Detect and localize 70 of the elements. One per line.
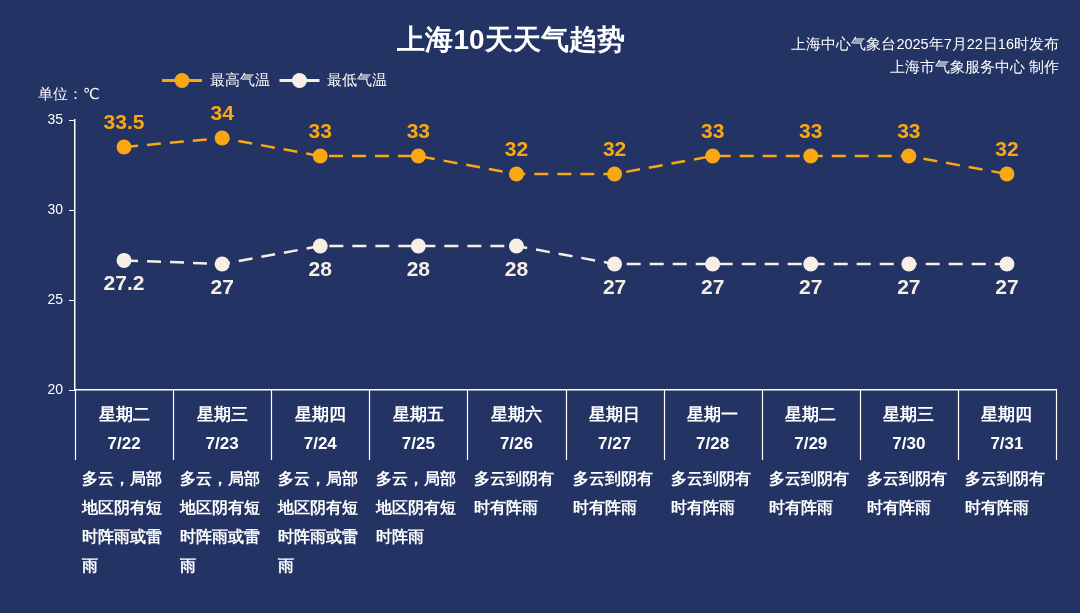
data-label: 27 (799, 274, 823, 298)
data-label: 32 (995, 136, 1019, 160)
point (214, 256, 230, 272)
y-tick-label: 35 (47, 110, 64, 127)
data-label: 28 (504, 256, 529, 280)
text: 多云到阴有时有阵雨 (866, 469, 948, 518)
x-tick-label: 星期二 7/29 (784, 404, 837, 454)
data-label: 27.2 (103, 271, 145, 295)
x-tick-label: 星期日 7/27 (588, 404, 641, 454)
data-label: 34 (210, 100, 235, 124)
data-label: 27 (995, 274, 1019, 298)
text: 多云，局部地区阴有短时阵雨或雷雨 (82, 469, 163, 576)
point (607, 256, 623, 272)
text: 多云到阴有时有阵雨 (964, 469, 1046, 518)
data-label: 28 (406, 256, 431, 280)
x-tick-label: 星期三 7/23 (195, 404, 248, 454)
data-label: 33 (799, 118, 823, 142)
data-label: 33 (897, 118, 921, 142)
point (508, 238, 524, 254)
text: 多云，局部地区阴有短时阵雨或雷雨 (278, 469, 360, 576)
text: 多云到阴有时有阵雨 (670, 469, 752, 518)
legend-label: 最高气温 (209, 70, 270, 88)
point (803, 148, 819, 164)
text: 上海中心气象台2025年7月22日16时发布 (791, 35, 1059, 54)
text: 多云到阴有时有阵雨 (768, 469, 850, 518)
legend-label: 最低气温 (327, 70, 387, 88)
data-label: 27 (897, 274, 921, 298)
point (508, 166, 524, 182)
point (705, 148, 721, 164)
data-label: 33.5 (103, 109, 145, 133)
text: 多云，局部地区阴有短时阵雨 (376, 469, 458, 547)
x-tick-label: 星期四 7/31 (980, 404, 1033, 454)
point (312, 238, 328, 254)
point (901, 256, 917, 272)
chart-title: 上海10天天气趋势 (397, 24, 625, 55)
data-label: 33 (700, 118, 725, 142)
data-label: 28 (308, 256, 333, 280)
data-label: 27 (602, 274, 627, 298)
y-axis-title: 单位：℃ (38, 84, 100, 104)
point (116, 252, 132, 268)
x-tick-label: 星期二 7/22 (97, 404, 150, 454)
point (116, 139, 132, 155)
point (999, 166, 1015, 182)
y-tick-label: 20 (47, 380, 64, 397)
point (705, 256, 721, 272)
point (901, 148, 917, 164)
y-tick-label: 25 (47, 290, 64, 307)
point (803, 256, 819, 272)
data-label: 27 (210, 274, 234, 298)
text: 上海市气象服务中心 制作 (888, 58, 1059, 77)
data-label: 33 (308, 118, 332, 142)
x-tick-label: 星期五 7/25 (391, 404, 444, 454)
point (999, 256, 1015, 272)
x-tick-label: 星期三 7/30 (882, 404, 935, 454)
text: 多云到阴有时有阵雨 (572, 469, 654, 518)
data-label: 32 (602, 136, 627, 160)
point (410, 148, 426, 164)
point (410, 238, 426, 254)
data-label: 33 (406, 118, 431, 142)
text: 多云到阴有时有阵雨 (474, 469, 556, 518)
y-tick-label: 30 (47, 200, 64, 217)
data-label: 32 (504, 136, 529, 160)
data-label: 27 (700, 274, 725, 298)
x-tick-label: 星期一 7/28 (686, 404, 739, 454)
text: 多云，局部地区阴有短时阵雨或雷雨 (180, 469, 262, 576)
point (312, 148, 328, 164)
x-tick-label: 星期四 7/24 (293, 404, 346, 454)
point (214, 130, 230, 146)
x-tick-label: 星期六 7/26 (489, 404, 542, 454)
point (607, 166, 623, 182)
